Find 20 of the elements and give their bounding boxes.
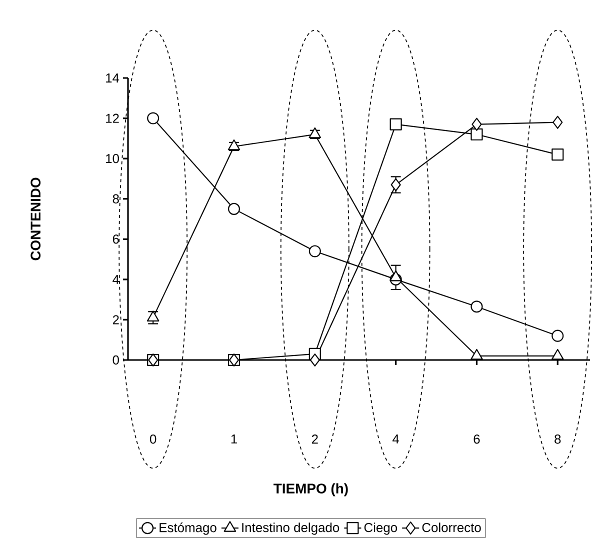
y-tick-label: 4 bbox=[112, 274, 120, 284]
x-axis-title: TIEMPO (h) bbox=[274, 483, 348, 496]
x-tick-label: 4 bbox=[392, 434, 400, 444]
legend-label: Colorrecto bbox=[422, 522, 481, 532]
y-tick-label: 12 bbox=[106, 114, 119, 123]
legend-label: Intestino delgado bbox=[242, 522, 340, 535]
y-tick-label: 2 bbox=[112, 315, 119, 324]
legend-label: Estómago bbox=[160, 522, 216, 535]
legend-label: Ciego bbox=[364, 522, 398, 535]
x-tick-label: 1 bbox=[231, 434, 237, 444]
y-tick-label: 10 bbox=[106, 154, 119, 164]
y-tick-label: 6 bbox=[112, 234, 119, 244]
y-tick-label: 0 bbox=[112, 355, 119, 365]
y-tick-label: 8 bbox=[112, 194, 119, 204]
x-tick-label: 8 bbox=[554, 434, 561, 444]
y-axis-title: CONTENIDO bbox=[30, 178, 41, 260]
y-tick-label: 14 bbox=[106, 74, 120, 82]
x-tick-label: 2 bbox=[312, 434, 318, 444]
x-tick-label: 0 bbox=[150, 434, 156, 444]
x-tick-label: 6 bbox=[474, 434, 480, 444]
